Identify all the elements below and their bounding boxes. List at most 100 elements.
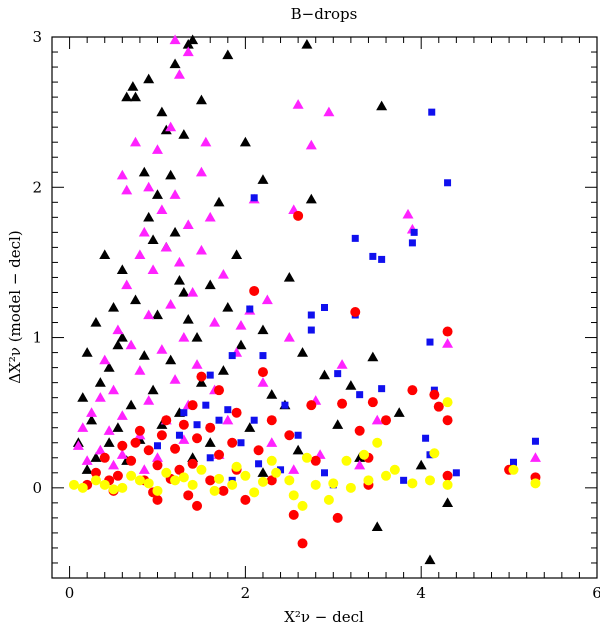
data-point <box>222 414 234 425</box>
data-point <box>121 279 133 290</box>
data-point <box>169 58 181 69</box>
data-point <box>143 445 154 456</box>
data-point <box>249 285 260 296</box>
data-point <box>222 302 234 312</box>
data-point <box>297 347 309 357</box>
data-point <box>125 339 137 350</box>
data-point <box>215 416 223 424</box>
data-point <box>345 380 357 390</box>
data-point <box>424 475 435 486</box>
data-point <box>319 369 330 380</box>
data-point <box>442 497 454 507</box>
data-point <box>77 482 88 493</box>
data-point <box>266 415 277 426</box>
data-point <box>121 91 133 102</box>
data-point <box>127 81 139 91</box>
data-point <box>259 352 267 360</box>
data-point <box>152 494 163 505</box>
data-point <box>143 478 154 489</box>
data-point <box>246 305 254 313</box>
data-point <box>196 464 207 475</box>
data-point <box>202 401 210 409</box>
data-point <box>205 475 216 486</box>
data-point <box>442 397 453 408</box>
data-point <box>284 475 295 486</box>
data-point <box>266 455 277 466</box>
data-point <box>196 371 207 382</box>
data-point <box>336 359 348 369</box>
data-point <box>108 384 120 395</box>
data-point <box>224 406 232 414</box>
data-point <box>214 385 225 396</box>
data-point <box>266 475 277 486</box>
data-point <box>108 459 120 470</box>
data-point <box>307 311 315 319</box>
data-point <box>143 73 155 84</box>
data-point <box>86 414 98 425</box>
data-point <box>529 452 541 462</box>
data-point <box>249 487 260 498</box>
data-point <box>354 425 365 436</box>
data-point <box>134 249 146 260</box>
data-point <box>147 234 159 244</box>
data-point <box>332 419 344 429</box>
data-point <box>250 416 258 424</box>
data-point <box>323 106 335 117</box>
data-point <box>359 449 370 460</box>
data-point <box>68 479 79 490</box>
data-point <box>217 268 229 279</box>
y-tick-label: 0 <box>32 479 42 497</box>
data-point <box>170 475 181 486</box>
data-point <box>214 449 225 460</box>
data-point <box>187 479 198 490</box>
x-tick-label: 4 <box>416 584 426 602</box>
data-point <box>116 169 128 180</box>
data-point <box>206 371 214 379</box>
data-point <box>169 189 181 199</box>
data-point <box>204 437 216 447</box>
data-point <box>231 249 243 260</box>
data-point <box>90 317 102 327</box>
data-point <box>192 433 203 444</box>
data-point <box>193 421 201 429</box>
data-point <box>160 241 172 252</box>
data-point <box>205 422 216 433</box>
data-point <box>442 338 454 348</box>
data-point <box>231 461 242 472</box>
data-point <box>214 473 225 484</box>
data-point <box>328 478 339 489</box>
data-point <box>112 339 124 350</box>
data-point <box>407 478 418 489</box>
data-point <box>187 400 198 411</box>
data-point <box>147 264 159 275</box>
data-point <box>402 208 414 219</box>
data-point <box>156 430 167 441</box>
data-point <box>407 385 418 396</box>
data-point <box>112 470 123 481</box>
data-point <box>99 479 110 490</box>
data-point <box>195 244 207 255</box>
data-point <box>306 400 317 411</box>
data-point <box>165 121 177 132</box>
data-point <box>218 485 229 496</box>
data-point <box>116 332 128 342</box>
data-point <box>301 39 313 49</box>
data-point <box>426 338 434 346</box>
data-point <box>175 431 183 439</box>
data-point <box>191 359 203 369</box>
data-point <box>165 169 177 180</box>
data-point <box>195 166 207 177</box>
data-point <box>143 181 155 192</box>
x-tick-label: 0 <box>65 584 75 602</box>
series-3 <box>82 210 541 549</box>
data-point <box>257 324 269 335</box>
data-point <box>116 410 128 420</box>
data-point <box>182 46 194 57</box>
data-point <box>209 485 220 496</box>
x-tick-label: 2 <box>241 584 251 602</box>
data-point <box>130 294 142 305</box>
data-point <box>376 100 388 111</box>
data-point <box>297 500 308 511</box>
data-point <box>337 398 348 409</box>
data-point <box>266 389 278 399</box>
